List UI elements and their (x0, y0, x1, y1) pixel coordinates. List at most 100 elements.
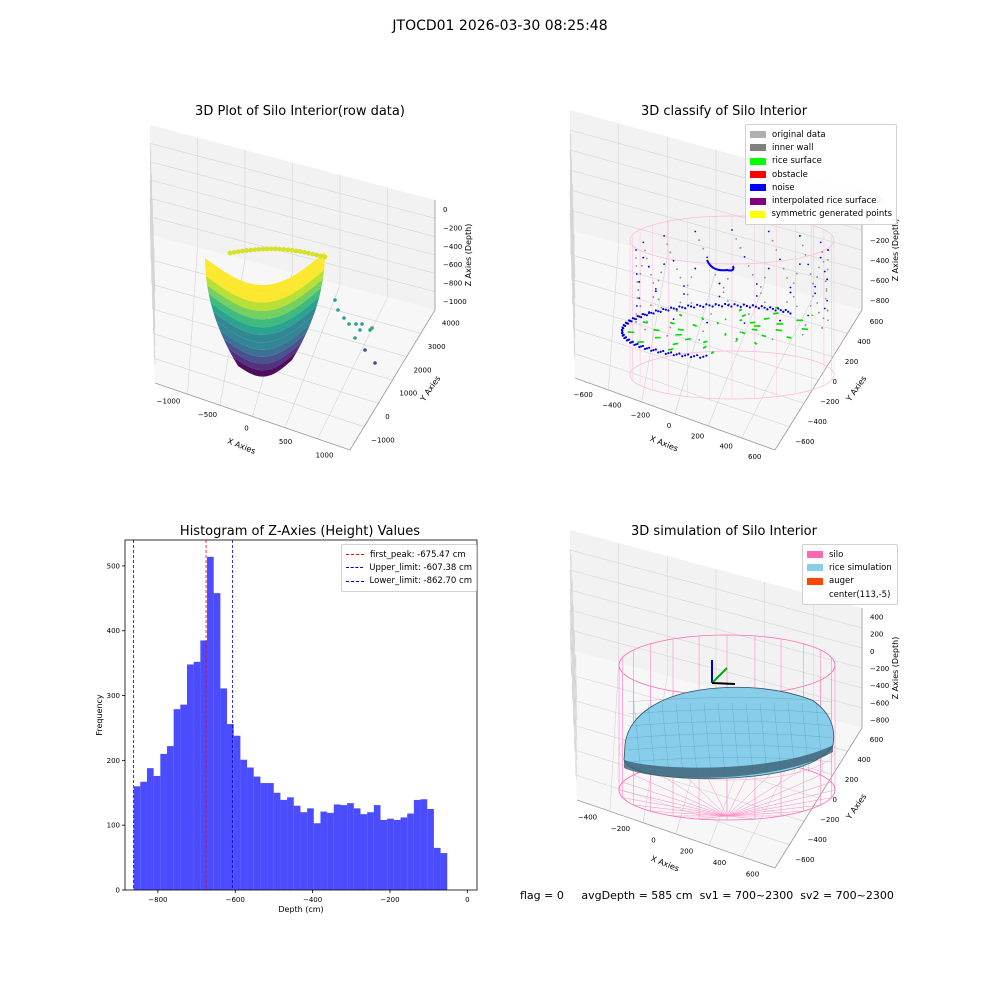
classified-point (635, 321, 637, 323)
noise-point (622, 327, 625, 330)
surface-band (207, 279, 323, 320)
classified-point (743, 255, 746, 258)
x-tick-label: −500 (198, 411, 217, 419)
mesh-line (703, 702, 712, 774)
rice-surface-point (780, 329, 783, 332)
mesh-line (745, 702, 754, 774)
noise-point (745, 304, 748, 308)
noise-point (678, 305, 681, 308)
legend-entry: Upper_limit: -607.38 cm (346, 561, 472, 574)
rice-surface-point (710, 352, 713, 355)
legend-entry: obstacle (750, 168, 892, 181)
classified-point (767, 267, 770, 270)
classified-point (686, 284, 689, 287)
classified-point (679, 276, 682, 279)
surface-band (223, 333, 307, 364)
histogram-bar (407, 813, 414, 890)
y-axis-label: Y Axies (844, 792, 869, 822)
z-tick-label: −200 (870, 665, 889, 673)
status-sv1: sv1 = 700~2300 (699, 889, 794, 902)
histogram-bar (267, 783, 274, 890)
silo-cone-line (618, 789, 728, 817)
noise-point (754, 305, 757, 308)
legend-entry: symmetric generated points (750, 208, 892, 221)
classified-point (819, 256, 822, 259)
data-point (353, 336, 357, 340)
grid-line (569, 129, 576, 279)
raw-panel-title: 3D Plot of Silo Interior(row data) (195, 104, 405, 119)
silo-cone-line (622, 797, 728, 817)
classified-point (763, 276, 766, 279)
noise-point (667, 352, 670, 355)
mesh-line (731, 702, 740, 774)
noise-point (659, 310, 662, 313)
axis-edge-x (574, 377, 776, 451)
classified-point (792, 296, 795, 298)
data-point (318, 253, 324, 259)
noise-point (777, 307, 780, 310)
data-point (285, 247, 291, 253)
classify-legend: original data inner wall rice surface obsta… (745, 124, 897, 226)
classified-point (751, 274, 754, 276)
rice-surface-point (675, 333, 678, 336)
y-tick-label: 600 (870, 736, 883, 744)
noise-point (784, 308, 787, 312)
classified-point (819, 241, 822, 244)
legend-entry: noise (750, 181, 892, 194)
data-point (227, 250, 233, 256)
classified-point (635, 265, 638, 267)
classified-point (775, 249, 778, 251)
x-axis-label: X Axies (649, 434, 680, 453)
classified-point (635, 305, 638, 307)
noise-point (711, 305, 714, 308)
classified-point (823, 270, 826, 273)
noise-point (641, 312, 645, 316)
rice-surface-point (755, 342, 758, 345)
x-tick-label: −600 (226, 896, 245, 904)
histogram-bar (253, 776, 261, 890)
classified-point (801, 244, 804, 247)
noise-point (787, 310, 790, 313)
noise-point (678, 352, 681, 355)
x-tick-label: −800 (148, 896, 167, 904)
classified-point (731, 229, 733, 231)
rice-surface-point (669, 321, 672, 324)
x-tick-label: 0 (667, 422, 671, 430)
x-tick-label: 0 (244, 425, 248, 433)
surface-band (227, 342, 303, 371)
mesh-line (627, 733, 833, 739)
data-point (281, 246, 287, 252)
x-tick-label: 0 (465, 896, 469, 904)
rice-surface-point (776, 312, 779, 314)
noise-point (620, 332, 624, 335)
x-tick-label: −200 (611, 825, 630, 833)
z-axis-label: Z Axies (Depth) (891, 637, 900, 700)
data-point (268, 246, 274, 252)
classified-point (679, 301, 682, 304)
classified-point (789, 291, 792, 294)
histogram-title: Histogram of Z-Axies (Height) Values (179, 524, 421, 539)
classified-point (812, 282, 814, 285)
data-point (256, 246, 262, 252)
classified-point (826, 278, 829, 281)
data-point (347, 322, 351, 326)
classified-point (825, 290, 828, 292)
noise-point (639, 316, 643, 319)
histogram-frame (124, 539, 478, 891)
noise-point (699, 304, 702, 307)
classify-3d-plot: −600 −400 −200 0 200 400 600 −600 −400 −200 0 200 40… (569, 110, 900, 461)
y-tick-label: −200 (820, 398, 839, 406)
rice-surface-point (716, 321, 719, 324)
classified-point (710, 313, 713, 315)
noise-point (774, 309, 777, 312)
classified-point (660, 306, 663, 309)
y-tick-label: −600 (795, 438, 814, 446)
data-point (273, 246, 278, 252)
noise-point (657, 310, 660, 313)
noise-point (782, 310, 785, 313)
noise-point (714, 302, 717, 306)
noise-point (696, 354, 699, 357)
histogram-bar (420, 799, 428, 890)
classified-point (635, 249, 637, 251)
